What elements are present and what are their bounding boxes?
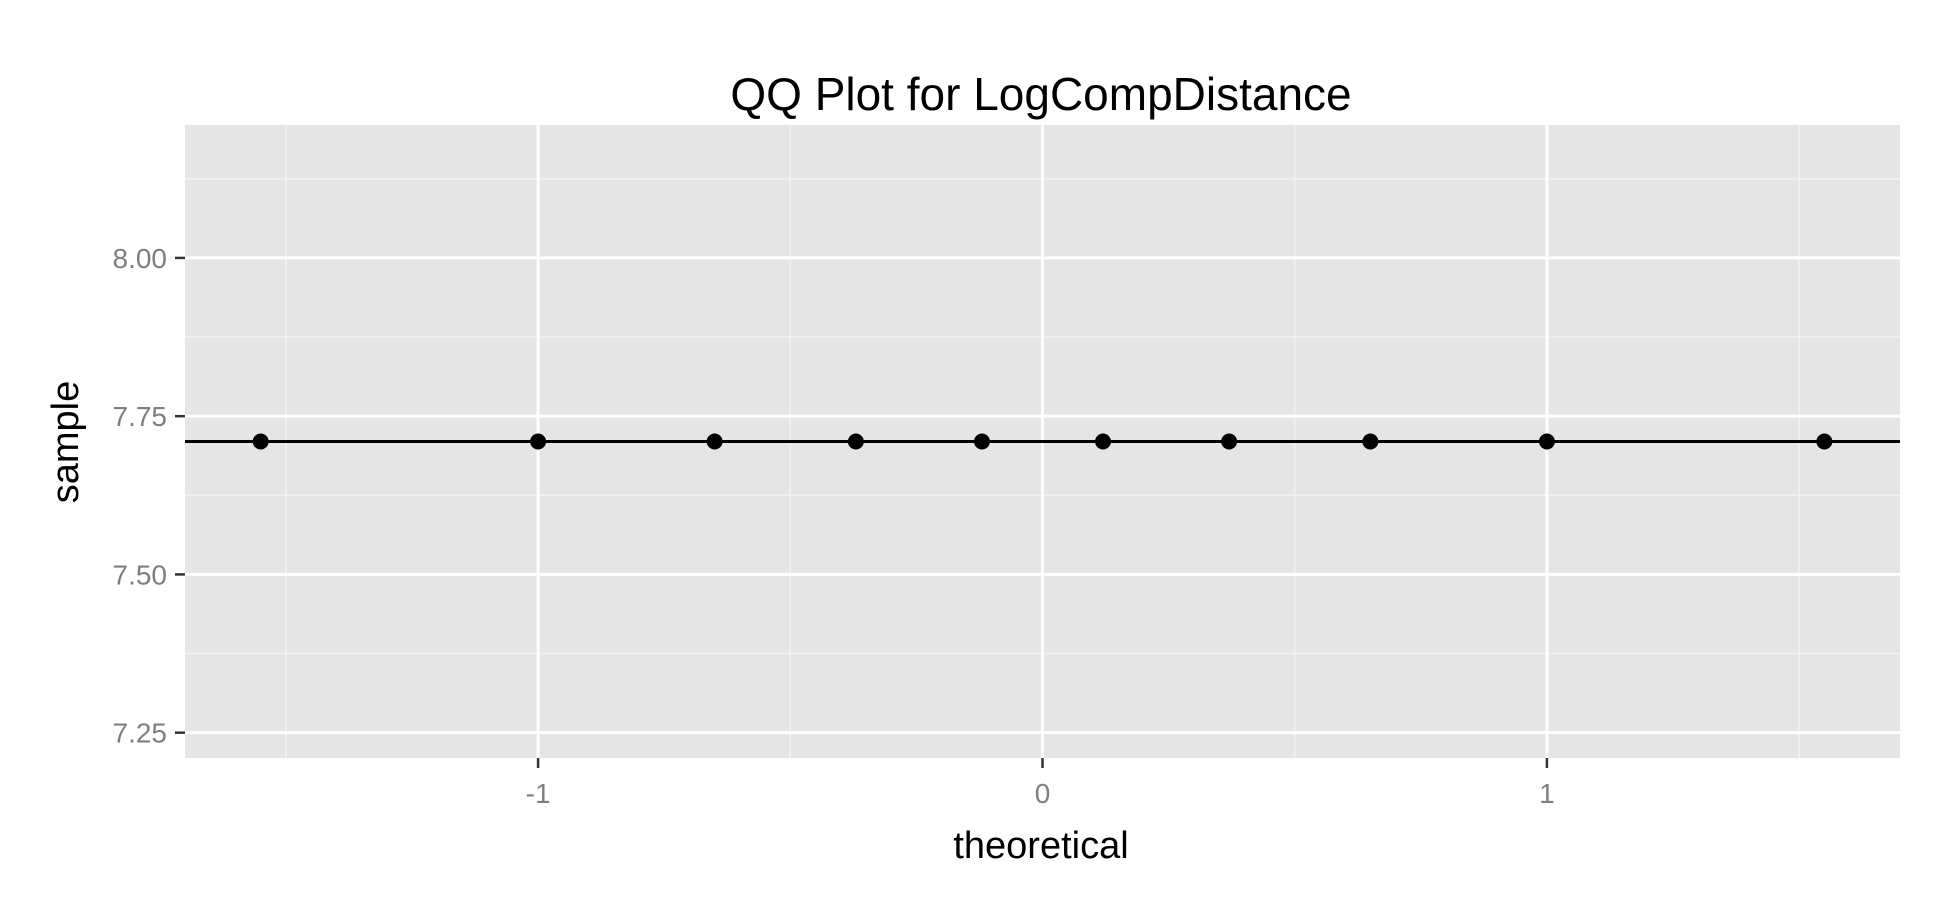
y-axis: 7.25 7.50 7.75 8.00 bbox=[113, 243, 185, 749]
data-point bbox=[1538, 433, 1555, 450]
x-axis: -1 0 1 bbox=[526, 758, 1555, 809]
x-axis-title: theoretical bbox=[953, 825, 1128, 867]
data-point bbox=[252, 433, 269, 450]
y-tick-label: 7.25 bbox=[113, 718, 168, 749]
y-tick-label: 7.50 bbox=[113, 559, 168, 590]
data-point bbox=[530, 433, 547, 450]
x-tick-label: -1 bbox=[526, 778, 551, 809]
y-axis-title: sample bbox=[45, 381, 87, 504]
x-tick-label: 0 bbox=[1035, 778, 1051, 809]
data-point bbox=[1221, 433, 1238, 450]
data-point bbox=[1362, 433, 1379, 450]
data-point bbox=[706, 433, 723, 450]
data-point bbox=[973, 433, 990, 450]
y-tick-label: 8.00 bbox=[113, 243, 168, 274]
data-point bbox=[1095, 433, 1112, 450]
data-point bbox=[1816, 433, 1833, 450]
points bbox=[252, 433, 1833, 450]
x-tick-label: 1 bbox=[1539, 778, 1555, 809]
y-tick-label: 7.75 bbox=[113, 401, 168, 432]
chart-title: QQ Plot for LogCompDistance bbox=[730, 68, 1351, 120]
data-point bbox=[847, 433, 864, 450]
